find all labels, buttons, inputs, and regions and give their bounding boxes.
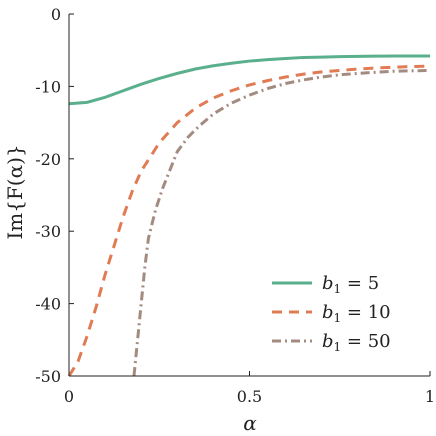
y-tick-label: -20 — [35, 150, 61, 169]
legend-label: b1 = 50 — [322, 331, 391, 354]
legend-label: b1 = 5 — [322, 273, 379, 296]
legend-label: b1 = 10 — [322, 302, 391, 325]
x-axis-label: α — [243, 411, 257, 435]
ticks-layer: 0 0.5 1 0 -10 -20 -30 -40 -50 — [35, 5, 435, 406]
series-line-1 — [68, 54, 430, 106]
series-line-3 — [132, 68, 431, 377]
x-tick-label: 0 — [64, 387, 74, 406]
legend: b1 = 5 b1 = 10 b1 = 50 — [272, 273, 391, 354]
y-tick-label: 0 — [51, 5, 61, 24]
y-tick-label: -10 — [35, 77, 61, 96]
x-tick-label: 0.5 — [237, 387, 262, 406]
y-tick-label: -30 — [35, 222, 61, 241]
x-tick-label: 1 — [425, 387, 435, 406]
series-line-2 — [67, 64, 431, 377]
y-tick-label: -40 — [35, 295, 61, 314]
series-layer — [67, 54, 431, 377]
y-axis-label: Im{F(α)} — [3, 144, 27, 239]
y-tick-label: -50 — [35, 367, 61, 386]
